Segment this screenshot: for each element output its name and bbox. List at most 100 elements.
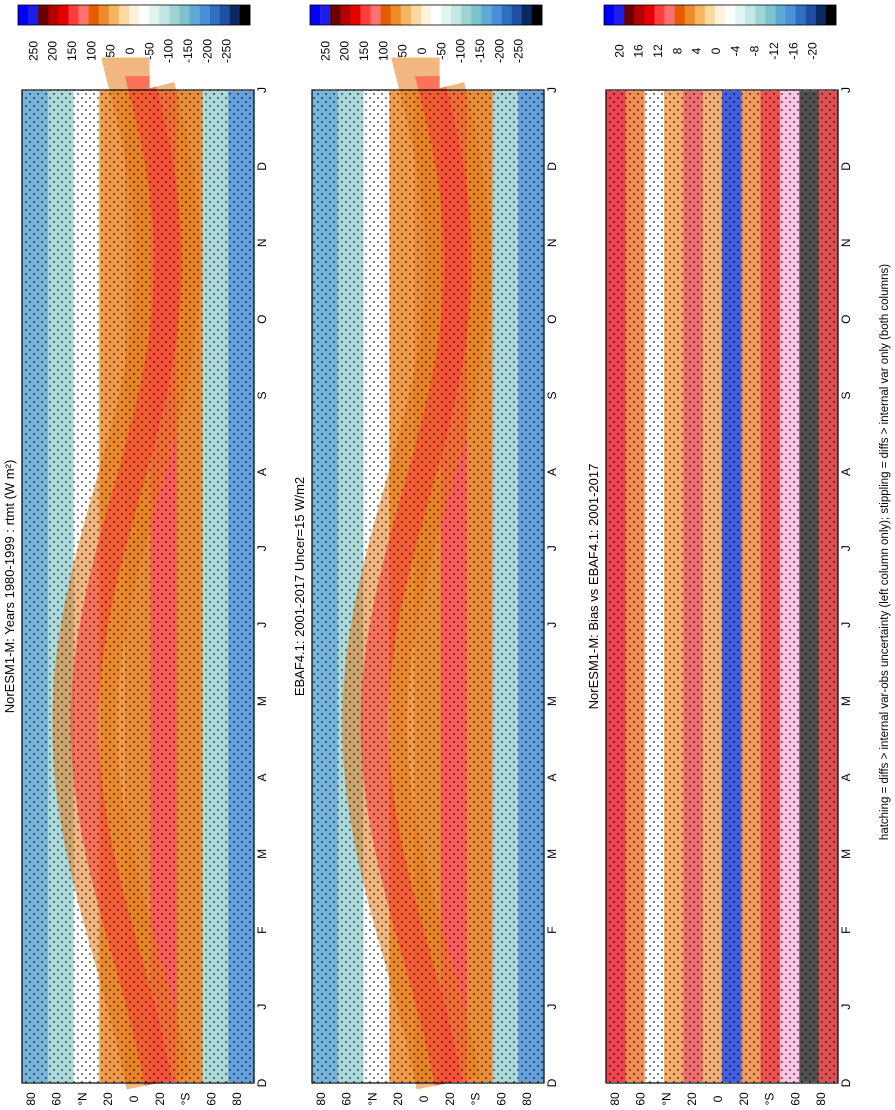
colorbar-swatch [48, 5, 59, 25]
colorbar-swatch [491, 5, 502, 25]
month-tick-label: D [545, 1078, 559, 1087]
colorbar-label: -250 [220, 39, 234, 63]
colorbar-swatch [18, 5, 29, 25]
colorbar-swatch [149, 5, 160, 25]
colorbar-label: 150 [357, 41, 371, 61]
colorbar-label: 200 [46, 41, 60, 61]
colorbar-swatch [795, 5, 807, 25]
lat-tick-label: 20 [737, 1092, 751, 1105]
month-tick-label: M [255, 696, 269, 706]
colorbar-label: -200 [200, 39, 214, 63]
panel-border [605, 89, 839, 1084]
month-tick-label: J [255, 1004, 269, 1010]
lat-tick-label: 60 [634, 1092, 648, 1105]
lat-tick-label: 60 [494, 1092, 508, 1105]
colorbar-swatch [28, 5, 39, 25]
panel-border [311, 89, 545, 1084]
colorbar-label: 0 [415, 47, 429, 54]
month-tick-label: O [839, 314, 853, 323]
colorbar-swatch [370, 5, 381, 25]
colorbar-label: 0 [709, 47, 723, 54]
lat-tick-label: 0 [127, 1095, 141, 1102]
colorbar-label: -150 [181, 39, 195, 63]
colorbar-label: 0 [123, 47, 137, 54]
colorbar-swatch [634, 5, 645, 25]
colorbar-swatch [624, 5, 635, 25]
month-tick-label: A [255, 468, 269, 476]
colorbar-swatch [310, 5, 321, 25]
month-tick-label: J [839, 87, 853, 93]
month-tick-label: A [545, 773, 559, 781]
month-tick-label: N [839, 238, 853, 247]
colorbar-swatch [704, 5, 716, 25]
month-tick-label: J [545, 87, 559, 93]
month-tick-label: O [545, 314, 559, 323]
lat-tick-label: 80 [230, 1092, 244, 1105]
colorbar-swatch [604, 5, 615, 25]
colorbar-swatch [664, 5, 675, 25]
colorbar-label: 12 [651, 44, 665, 58]
month-tick-label: J [255, 545, 269, 551]
colorbar-swatch [765, 5, 776, 25]
colorbar-label: 4 [690, 47, 704, 54]
colorbar-swatch [330, 5, 341, 25]
colorbar-swatch [239, 5, 251, 25]
lat-tick-label: 80 [608, 1092, 622, 1105]
colorbar-swatch [461, 5, 472, 25]
month-tick-label: D [839, 162, 853, 171]
lat-tick-label: °S [179, 1093, 193, 1105]
colorbar-label: -100 [162, 39, 176, 63]
colorbar-swatch [694, 5, 706, 25]
lat-tick-label: 60 [788, 1092, 802, 1105]
month-tick-label: J [839, 545, 853, 551]
lat-tick-label: 0 [417, 1095, 431, 1102]
colorbar-label: -50 [142, 42, 156, 60]
lat-tick-label: °S [469, 1093, 483, 1105]
month-tick-label: M [839, 696, 853, 706]
colorbar-swatch [614, 5, 625, 25]
colorbar-swatch [471, 5, 482, 25]
colorbar-frame [309, 4, 543, 26]
colorbar-swatch [481, 5, 492, 25]
month-tick-label: F [255, 927, 269, 934]
panel-title: EBAF4.1: 2001-2017 Uncer=15 W/m2 [292, 477, 307, 696]
colorbar-swatch [815, 5, 827, 25]
colorbar-swatch [441, 5, 452, 25]
colorbar-swatch [229, 5, 241, 25]
colorbar-label: 100 [376, 41, 390, 61]
colorbar-label: 50 [396, 44, 410, 58]
colorbar-label: -12 [767, 42, 781, 60]
month-tick-label: M [545, 849, 559, 859]
lat-tick-label: 60 [204, 1092, 218, 1105]
lat-tick-label: 20 [443, 1092, 457, 1105]
colorbar-label: 8 [670, 47, 684, 54]
lat-tick-label: 20 [101, 1092, 115, 1105]
month-tick-label: N [255, 238, 269, 247]
month-tick-label: S [545, 392, 559, 400]
lat-tick-label: 80 [814, 1092, 828, 1105]
colorbar-swatch [159, 5, 170, 25]
lat-tick-label: 80 [24, 1092, 38, 1105]
colorbar-swatch [825, 5, 837, 25]
colorbar-label: -20 [806, 42, 820, 60]
month-tick-label: A [839, 468, 853, 476]
colorbar-swatch [531, 5, 543, 25]
colorbar-swatch [654, 5, 665, 25]
colorbar-swatch [521, 5, 533, 25]
month-tick-label: A [255, 773, 269, 781]
lat-tick-label: 60 [50, 1092, 64, 1105]
lat-tick-label: 20 [685, 1092, 699, 1105]
colorbar-label: 20 [612, 44, 626, 58]
colorbar-swatch [169, 5, 180, 25]
panel-title: NorESM1-M: Years 1980-1999 : rtmt (W m²) [2, 460, 17, 714]
colorbar-swatch [714, 5, 726, 25]
colorbar-swatch [805, 5, 817, 25]
month-tick-label: D [255, 1078, 269, 1087]
colorbar-label: 50 [104, 44, 118, 58]
colorbar-swatch [128, 5, 140, 25]
colorbar-swatch [400, 5, 412, 25]
colorbar-label: -200 [492, 39, 506, 63]
